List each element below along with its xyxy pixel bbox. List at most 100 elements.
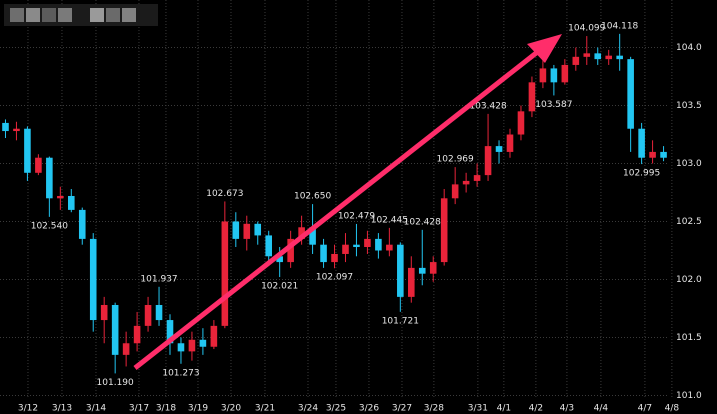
candle-body [353, 244, 360, 248]
candle-body [605, 55, 612, 60]
price-label: 101.937 [140, 274, 177, 284]
x-tick-label: 3/13 [52, 404, 72, 414]
x-tick-label: 4/4 [594, 404, 609, 414]
candle-body [232, 221, 240, 239]
title-mask [4, 4, 158, 26]
labels: 101.0 101.5 102.0 102.5 103.0 103.5 104.0 3/12 3… [18, 21, 702, 413]
candle-body [572, 56, 580, 65]
x-tick-label: 4/7 [638, 404, 652, 414]
candle-body [375, 238, 382, 251]
candle-body [616, 55, 623, 60]
candle-body [627, 59, 634, 129]
candle-body [254, 223, 262, 236]
x-tick-label: 4/2 [529, 404, 543, 414]
candle-body [517, 111, 525, 135]
candle-body [166, 320, 174, 344]
candle-body [100, 304, 108, 321]
candle-body [276, 256, 283, 263]
blur-block [122, 8, 136, 22]
x-tick-label: 3/12 [18, 404, 38, 414]
arrow-head [527, 34, 562, 63]
price-label: 101.190 [97, 378, 134, 388]
blur-block [106, 8, 120, 22]
blur-block [58, 8, 72, 22]
x-tick-label: 3/28 [424, 404, 444, 414]
candle-body [188, 339, 196, 352]
candle-body [309, 227, 316, 245]
x-tick-label: 3/17 [129, 404, 149, 414]
x-tick-label: 3/25 [326, 404, 346, 414]
candle-body [649, 151, 656, 158]
y-tick-label: 101.5 [676, 333, 702, 343]
candle-body [243, 223, 251, 239]
price-label: 102.021 [261, 282, 298, 292]
price-label: 103.587 [535, 100, 572, 110]
x-tick-label: 3/19 [188, 404, 208, 414]
candle-body [418, 267, 426, 274]
candle-body [638, 128, 645, 158]
y-tick-label: 103.0 [676, 159, 702, 169]
y-tick-label: 101.0 [676, 391, 702, 401]
price-label: 102.673 [206, 189, 243, 199]
candle-body [561, 64, 569, 83]
candle-body [144, 304, 152, 326]
y-tick-label: 104.0 [676, 43, 702, 53]
candle-body [287, 238, 294, 263]
candle-body [89, 238, 97, 321]
price-label: 102.995 [623, 169, 660, 179]
candle-body [122, 343, 130, 355]
candle-body [35, 157, 42, 173]
candle-body [408, 267, 415, 297]
candle-body [462, 180, 470, 185]
candle-body [133, 325, 141, 344]
candle-body [199, 339, 207, 347]
candle-body [495, 146, 503, 152]
price-label: 102.097 [316, 273, 353, 283]
candle-body [57, 195, 64, 199]
x-tick-label: 3/18 [156, 404, 176, 414]
candle-body [111, 304, 119, 355]
candle-body [24, 128, 31, 173]
candle-body [320, 244, 327, 263]
candle-body [265, 235, 272, 257]
candle-body [221, 221, 229, 326]
x-tick-label: 3/24 [298, 404, 318, 414]
blur-block [26, 8, 40, 22]
candle-body [440, 198, 448, 263]
blur-block [42, 8, 56, 22]
candle-body [473, 175, 481, 181]
candle-body [46, 157, 53, 199]
price-label: 102.445 [371, 215, 408, 225]
x-tick-label: 3/20 [221, 404, 241, 414]
candle-body [68, 195, 75, 210]
candle-body [2, 122, 9, 132]
candle-body [528, 82, 536, 112]
candle-body [13, 128, 20, 132]
y-tick-label: 103.5 [676, 101, 702, 111]
x-tick-label: 3/14 [86, 404, 106, 414]
candles [2, 33, 667, 374]
candle-body [364, 238, 371, 248]
x-tick-label: 4/8 [665, 404, 680, 414]
x-tick-label: 3/27 [392, 404, 412, 414]
price-label: 104.099 [568, 24, 605, 34]
candle-body [298, 227, 305, 239]
candle-body [451, 184, 459, 199]
x-tick-label: 3/21 [255, 404, 275, 414]
candle-body [155, 304, 163, 321]
y-tick-label: 102.0 [676, 275, 702, 285]
price-label: 102.969 [437, 155, 474, 165]
candle-body [484, 146, 492, 176]
candle-body [506, 134, 514, 152]
candle-body [550, 68, 558, 83]
candle-body [583, 53, 591, 57]
price-label: 102.540 [31, 221, 68, 231]
candle-body [210, 325, 218, 347]
grid [0, 0, 673, 398]
price-label: 104.118 [601, 21, 638, 31]
candle-body [660, 151, 667, 158]
candle-body [177, 343, 185, 352]
price-label: 102.428 [404, 217, 441, 227]
